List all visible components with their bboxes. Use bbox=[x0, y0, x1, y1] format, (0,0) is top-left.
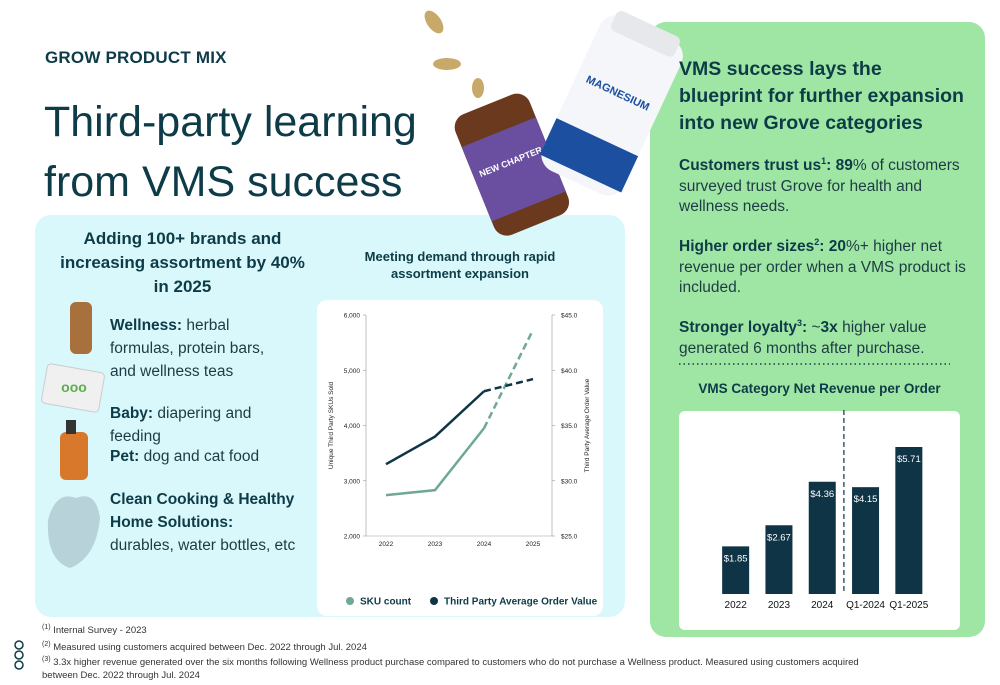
y2-tick-label: $30.0 bbox=[561, 478, 578, 485]
item-label: Pet: bbox=[110, 448, 140, 465]
footnote-text: Measured using customers acquired betwee… bbox=[50, 642, 367, 654]
supplement-bottles: NEW CHAPTER MAGNESIUM bbox=[424, 10, 683, 236]
series-line bbox=[385, 390, 485, 466]
paragraph-part: %+ higher net revenue per order when a V… bbox=[679, 238, 966, 297]
y2-axis-label: Third Party Average Order Value bbox=[584, 378, 591, 472]
y2-tick-label: $45.0 bbox=[561, 313, 578, 320]
item-text: diapering and feeding bbox=[110, 405, 252, 445]
paragraph-part: 3x bbox=[820, 319, 838, 337]
bar bbox=[765, 525, 793, 594]
eyebrow: GROW PRODUCT MIX bbox=[45, 48, 227, 67]
footnote-mark: (3) bbox=[42, 656, 51, 663]
category-item: Wellness: herbal formulas, protein bars,… bbox=[110, 314, 290, 383]
legend-label: SKU count bbox=[360, 597, 412, 608]
bar bbox=[895, 447, 923, 594]
footnote-mark: (2) bbox=[42, 641, 51, 648]
paragraph-part: : 20 bbox=[819, 238, 846, 256]
value-label: $2.67 bbox=[767, 532, 791, 543]
legend-label: Third Party Average Order Value bbox=[444, 597, 598, 608]
x-tick-label: 2024 bbox=[477, 541, 492, 548]
value-label: $4.36 bbox=[810, 489, 834, 500]
paragraph-part: 1 bbox=[821, 156, 827, 166]
category-item: Clean Cooking & Healthy Home Solutions: … bbox=[110, 488, 300, 557]
legend-swatch bbox=[346, 597, 354, 605]
x-tick-label: 2024 bbox=[811, 600, 834, 611]
footnote-text: 3.3x higher revenue generated over the s… bbox=[42, 657, 859, 682]
item-text: herbal formulas, protein bars, and welln… bbox=[110, 317, 265, 380]
y-tick-label: 3,000 bbox=[344, 478, 361, 485]
paragraph-part: Higher order sizes bbox=[679, 238, 815, 256]
chart-title: Meeting demand through rapid assortment … bbox=[364, 249, 556, 281]
value-label: $1.85 bbox=[724, 553, 748, 564]
x-tick-label: Q1-2024 bbox=[846, 600, 885, 611]
item-label: Baby: bbox=[110, 405, 154, 422]
slide-title: Third-party learning from VMS success bbox=[44, 98, 417, 206]
y2-tick-label: $40.0 bbox=[561, 368, 578, 375]
category-item: Baby: diapering and feeding bbox=[110, 402, 290, 448]
item-text: durables, water bottles, etc bbox=[110, 537, 296, 554]
category-item: Pet: dog and cat food bbox=[110, 445, 290, 468]
svg-text:ooo: ooo bbox=[61, 379, 87, 395]
y-tick-label: 6,000 bbox=[344, 313, 361, 320]
item-label: Wellness: bbox=[110, 317, 183, 334]
chart-title: VMS Category Net Revenue per Order bbox=[698, 381, 941, 396]
paragraph-part: Stronger loyalty bbox=[679, 319, 797, 337]
paragraph-part: : bbox=[802, 319, 808, 337]
y-tick-label: 5,000 bbox=[344, 368, 361, 375]
x-tick-label: 2023 bbox=[428, 541, 443, 548]
paragraph-part: : 89 bbox=[826, 157, 853, 175]
highlight-paragraph: Stronger loyalty3: ~3x higher value gene… bbox=[679, 313, 969, 359]
y2-tick-label: $35.0 bbox=[561, 423, 578, 430]
highlights-heading: VMS success lays the blueprint for furth… bbox=[679, 58, 964, 134]
item-text: dog and cat food bbox=[139, 448, 260, 465]
paragraph-part: higher value generated 6 months after pu… bbox=[679, 319, 927, 357]
x-tick-label: 2023 bbox=[768, 600, 791, 611]
x-tick-label: 2022 bbox=[725, 600, 748, 611]
x-tick-label: 2022 bbox=[379, 541, 394, 548]
footnote-mark: (1) bbox=[42, 624, 51, 631]
projected-line bbox=[483, 377, 534, 393]
y2-tick-label: $25.0 bbox=[561, 534, 578, 541]
paragraph-part: ~ bbox=[807, 319, 821, 337]
legend-swatch bbox=[430, 597, 438, 605]
footnote: (3) 3.3x higher revenue generated over t… bbox=[42, 653, 872, 682]
series-line bbox=[385, 427, 485, 497]
highlight-paragraph: Higher order sizes2: 20%+ higher net rev… bbox=[679, 232, 969, 299]
bar bbox=[808, 481, 836, 594]
footnote: (2) Measured using customers acquired be… bbox=[42, 638, 872, 654]
projected-line bbox=[482, 329, 535, 429]
bar bbox=[852, 487, 880, 594]
y-tick-label: 2,000 bbox=[344, 534, 361, 541]
item-label: Clean Cooking & Healthy Home Solutions: bbox=[110, 491, 295, 531]
category-icons: ooo bbox=[41, 302, 105, 568]
y-axis-label: Unique Third Party SKUs Sold bbox=[328, 381, 335, 469]
paragraph-part: % of customers surveyed trust Grove for … bbox=[679, 157, 960, 216]
assortment-heading: Adding 100+ brands and increasing assort… bbox=[60, 229, 305, 296]
paragraph-part: 2 bbox=[814, 237, 820, 247]
highlight-paragraph: Customers trust us1: 89% of customers su… bbox=[679, 151, 969, 218]
x-tick-label: 2025 bbox=[526, 541, 541, 548]
footnote-text: Internal Survey - 2023 bbox=[50, 625, 147, 637]
footnote: (1) Internal Survey - 2023 bbox=[42, 621, 872, 637]
grove-logo bbox=[14, 640, 24, 670]
paragraph-part: Customers trust us bbox=[679, 157, 822, 175]
value-label: $5.71 bbox=[897, 454, 921, 465]
bar bbox=[722, 546, 750, 594]
paragraph-part: 3 bbox=[797, 318, 803, 328]
x-tick-label: Q1-2025 bbox=[889, 600, 928, 611]
value-label: $4.15 bbox=[854, 494, 878, 505]
y-tick-label: 4,000 bbox=[344, 423, 361, 430]
